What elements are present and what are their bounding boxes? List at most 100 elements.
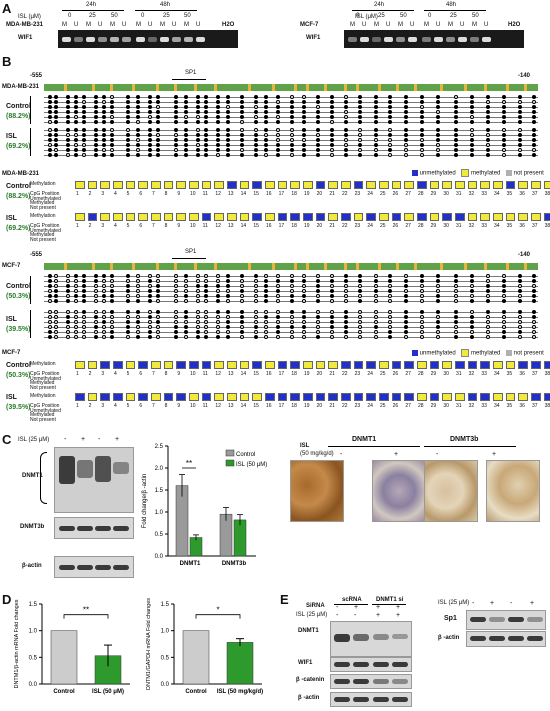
methylated-cell (328, 361, 338, 369)
cpg-dot (502, 133, 506, 137)
unmethylated-cell (277, 361, 288, 369)
methylated-cell (404, 181, 414, 189)
cpg-dot (374, 279, 378, 283)
position-start: -555 (30, 73, 43, 79)
gel-image-right (344, 30, 524, 48)
cpg-dot (110, 95, 114, 99)
lane-label: M (184, 22, 189, 28)
cpg-position: 12 (215, 223, 221, 229)
cpg-dot (136, 148, 140, 152)
cpg-dot (126, 143, 130, 147)
cpg-dot (82, 105, 86, 109)
row-label: Sp1 (444, 615, 457, 622)
cpg-dot (276, 284, 280, 288)
dose: 50 (400, 13, 407, 19)
cpg-dot (264, 294, 268, 298)
cpg-dot (470, 325, 474, 329)
lane-label: U (386, 22, 391, 28)
methylated-cell (518, 393, 528, 401)
sign: + (490, 600, 495, 607)
cpg-dot (126, 274, 130, 278)
sign: + (492, 451, 497, 458)
panel-label-d: D (2, 592, 12, 607)
cpg-position: 30 (443, 371, 449, 377)
cpg-dot (156, 315, 160, 319)
time-label-24h: 24h (86, 2, 97, 8)
cpg-dot (54, 143, 58, 147)
cpg-dot (404, 289, 408, 293)
cpg-dot (470, 95, 474, 99)
cpg-position: 20 (316, 403, 323, 409)
cpg-dot (470, 289, 474, 293)
cpg-dot (388, 110, 392, 114)
cpg-dot (82, 310, 86, 314)
cpg-dot (358, 299, 362, 303)
cpg-dot (226, 294, 230, 298)
cpg-dot (196, 133, 200, 137)
cpg-position: 5 (126, 223, 130, 229)
cpg-dot (196, 299, 200, 303)
cpg-position: 10 (190, 371, 196, 377)
cpg-dot (344, 335, 348, 339)
cpg-dot (454, 105, 458, 109)
cpg-dot (316, 284, 320, 288)
cpg-dot (532, 299, 536, 303)
unmethylated-cell (315, 213, 326, 221)
cpg-dot (276, 133, 280, 137)
cpg-dot (54, 284, 58, 288)
cpg-dot (226, 115, 230, 119)
cpg-position: 24 (367, 371, 373, 377)
cpg-dot (388, 133, 392, 137)
methylated-cell (214, 181, 224, 189)
cpg-dot (110, 299, 114, 303)
methylated-cell (214, 213, 224, 221)
cpg-dot (290, 294, 294, 298)
cpg-site-mark (92, 84, 95, 91)
cpg-dot (94, 320, 98, 324)
x-tick-label: Control (53, 689, 75, 695)
cpg-dot (82, 294, 86, 298)
unmethylated-cell (391, 361, 402, 369)
dnmt1-label: DNMT1 (22, 473, 43, 479)
cpg-dot (74, 315, 78, 319)
cpg-dot (126, 294, 130, 298)
cpg-position: 32 (468, 371, 475, 377)
gene-label: WIF1 (18, 35, 33, 41)
cpg-dot (388, 153, 392, 157)
cpg-dot (136, 320, 140, 324)
row-label: Methylation (30, 361, 56, 367)
significance-bracket (63, 614, 109, 619)
cpg-dot (470, 320, 474, 324)
cpg-position: 3 (101, 223, 105, 229)
cpg-dot (290, 315, 294, 319)
cpg-site-mark (294, 263, 297, 270)
cpg-site-mark (378, 84, 381, 91)
cpg-position: 21 (329, 403, 335, 409)
cpg-dot (196, 138, 200, 142)
cpg-dot (226, 310, 230, 314)
cpg-dot (316, 299, 320, 303)
divider (334, 604, 368, 605)
cpg-position: 8 (164, 403, 168, 409)
cpg-site-mark (194, 84, 197, 91)
cpg-dot (204, 95, 208, 99)
cpg-position: 15 (253, 191, 259, 197)
cpg-dot (436, 105, 440, 109)
cpg-dot (330, 330, 334, 334)
cpg-dot (374, 120, 378, 124)
cpg-position: 9 (177, 403, 181, 409)
cpg-dot (532, 120, 536, 124)
cpg-dot (240, 289, 244, 293)
cpg-dot (470, 100, 474, 104)
cpg-position: 19 (304, 403, 310, 409)
cpg-dot (486, 95, 490, 99)
cpg-dot (344, 100, 348, 104)
cpg-position: 16 (266, 223, 272, 229)
cpg-dot (110, 325, 114, 329)
methylated-cell (429, 181, 440, 189)
cpg-dot (420, 320, 424, 324)
cpg-position: 11 (202, 371, 208, 377)
cpg-site-mark (344, 84, 347, 91)
cpg-dot (374, 289, 378, 293)
